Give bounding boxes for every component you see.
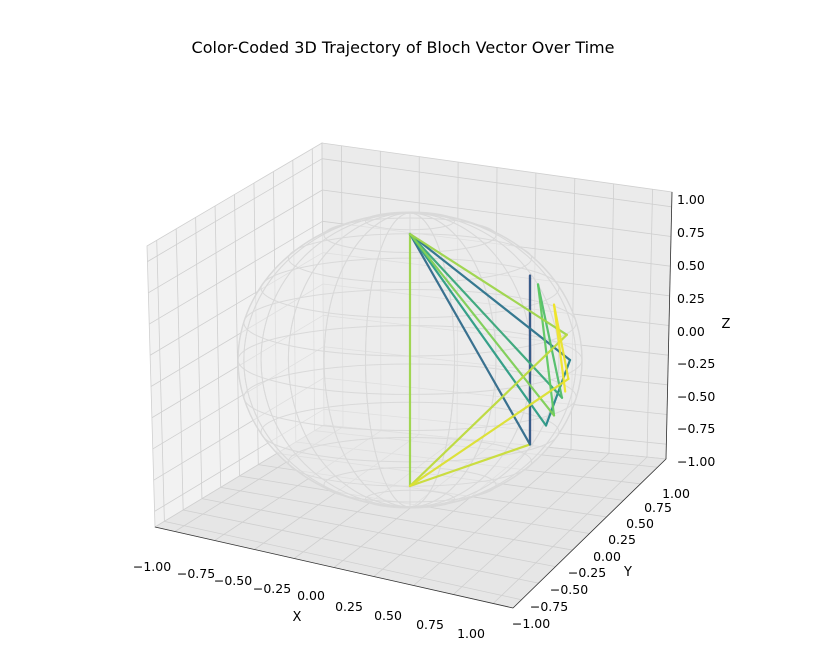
x-tick-label: −0.25 <box>253 581 291 596</box>
x-axis-line <box>154 526 514 609</box>
x-axis-label: X <box>293 610 302 625</box>
z-axis-label: Z <box>722 317 731 332</box>
y-axis-label: Y <box>623 565 632 580</box>
trajectory-segment <box>408 232 568 336</box>
z-tick-label: −0.50 <box>677 389 715 404</box>
y-tick-label: 0.25 <box>608 532 636 547</box>
z-tick-label: 0.50 <box>677 258 705 273</box>
trajectory-segment <box>408 333 568 488</box>
x-tick-label: 0.00 <box>297 588 325 603</box>
x-tick-label: −0.50 <box>214 573 252 588</box>
trajectory-segment <box>408 232 572 362</box>
x-axis-ticks: −1.00 −0.75 −0.50 −0.25 0.00 0.25 0.50 0… <box>133 559 485 641</box>
trajectory-segment <box>408 232 556 417</box>
y-tick-label: −1.00 <box>512 616 550 631</box>
chart-title: Color-Coded 3D Trajectory of Bloch Vecto… <box>192 38 615 57</box>
y-tick-label: 1.00 <box>662 486 690 501</box>
floor-pane-grid-line <box>492 456 648 604</box>
trajectory-segment <box>408 232 548 427</box>
z-tick-label: −0.25 <box>677 356 715 371</box>
trajectory-segment <box>408 232 532 446</box>
trajectory-segment <box>552 303 567 393</box>
trajectory-segment <box>536 283 556 417</box>
x-tick-label: 0.25 <box>335 599 363 614</box>
y-axis-line <box>512 458 667 609</box>
trajectory-segment <box>408 232 564 399</box>
trajectory-series <box>408 232 572 488</box>
y-tick-label: −0.50 <box>550 582 588 597</box>
z-tick-label: 0.25 <box>677 291 705 306</box>
y-axis-ticks: −1.00 −0.75 −0.50 −0.25 0.00 0.25 0.50 0… <box>512 486 690 631</box>
floor-pane-grid-line <box>453 453 610 595</box>
trajectory-segment <box>536 283 564 399</box>
trajectory-segment <box>408 377 570 488</box>
z-tick-label: −0.75 <box>677 421 715 436</box>
y-tick-label: 0.75 <box>644 500 672 515</box>
z-tick-label: 0.00 <box>677 324 705 339</box>
trajectory-segment <box>408 443 532 488</box>
y-tick-label: −0.75 <box>530 599 568 614</box>
x-tick-label: 1.00 <box>457 626 485 641</box>
y-tick-label: 0.00 <box>593 549 621 564</box>
y-tick-label: −0.25 <box>568 565 606 580</box>
z-axis-ticks: −1.00 −0.75 −0.50 −0.25 0.00 0.25 0.50 0… <box>677 192 715 469</box>
y-tick-label: 0.50 <box>626 516 654 531</box>
x-tick-label: −0.75 <box>177 566 215 581</box>
z-axis-line <box>665 191 673 460</box>
z-tick-label: 0.75 <box>677 225 705 240</box>
x-tick-label: −1.00 <box>133 559 171 574</box>
back-pane-grid-line <box>646 189 653 458</box>
x-tick-label: 0.50 <box>374 608 402 623</box>
z-tick-label: 1.00 <box>677 192 705 207</box>
sphere-longitude-line <box>243 212 577 508</box>
x-tick-label: 0.75 <box>416 617 444 632</box>
sphere-latitude-line <box>364 211 456 231</box>
z-tick-label: −1.00 <box>677 454 715 469</box>
